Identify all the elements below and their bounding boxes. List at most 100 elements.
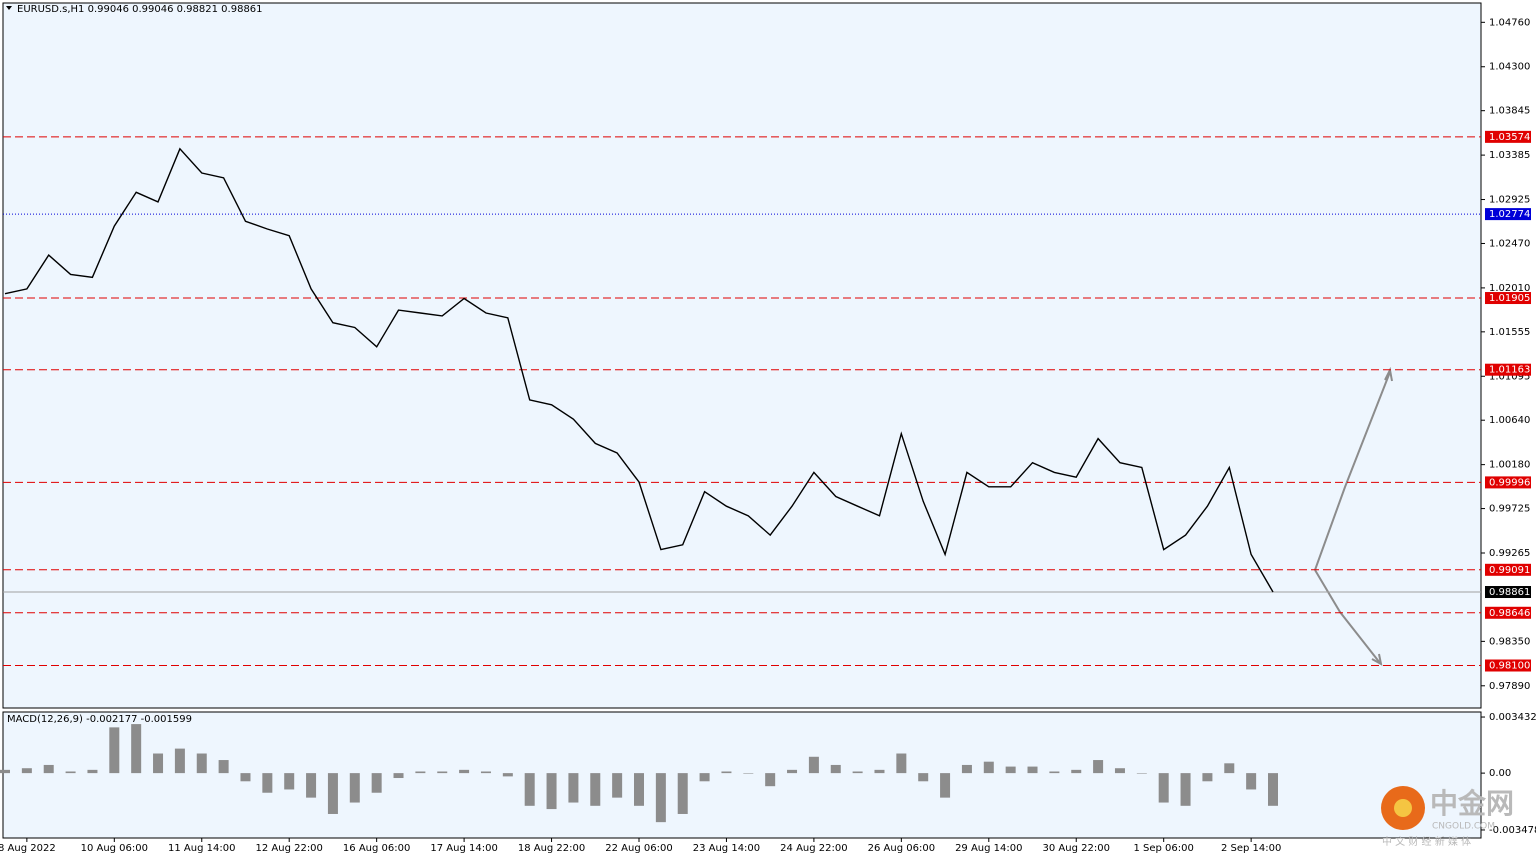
macd-bar bbox=[677, 773, 688, 814]
macd-bar bbox=[896, 753, 907, 774]
macd-title: MACD(12,26,9) -0.002177 -0.001599 bbox=[7, 714, 192, 725]
macd-bar bbox=[1202, 773, 1213, 782]
macd-bar bbox=[852, 771, 863, 774]
macd-bar bbox=[1268, 773, 1278, 806]
macd-bar bbox=[983, 761, 994, 774]
slogan: 中 文 财 经 新 媒 体 bbox=[1382, 835, 1471, 848]
level-label-bg bbox=[1485, 586, 1531, 599]
macd-bar bbox=[0, 769, 10, 774]
menu-triangle bbox=[6, 6, 12, 10]
macd-bar bbox=[743, 773, 754, 774]
y-tick-label: 1.02925 bbox=[1489, 195, 1530, 206]
y-tick-label: 1.04760 bbox=[1489, 17, 1530, 28]
macd-bar bbox=[1093, 760, 1104, 774]
macd-bar bbox=[699, 773, 710, 782]
y-tick-label: 1.01555 bbox=[1489, 327, 1530, 338]
y-tick-label: 1.02470 bbox=[1489, 238, 1530, 249]
macd-bar bbox=[874, 769, 885, 774]
macd-bar bbox=[787, 769, 798, 774]
chart-title: EURUSD.s,H1 0.99046 0.99046 0.98821 0.98… bbox=[17, 4, 263, 15]
main-panel bbox=[2, 2, 1482, 709]
y-tick-label: 1.00640 bbox=[1489, 415, 1530, 426]
level-label-bg bbox=[1485, 208, 1531, 221]
macd-bar bbox=[1136, 773, 1147, 774]
macd-bar bbox=[1005, 766, 1016, 774]
y-tick-label: 0.003432 bbox=[1489, 712, 1536, 723]
macd-bar bbox=[1158, 773, 1169, 803]
macd-bar bbox=[437, 771, 448, 774]
macd-bar bbox=[87, 769, 98, 774]
level-label: 1.02774 bbox=[1489, 209, 1530, 220]
macd-bar bbox=[349, 773, 360, 803]
macd-bar bbox=[306, 773, 317, 798]
macd-bar bbox=[371, 773, 382, 793]
macd-bar bbox=[918, 773, 929, 782]
macd-bar bbox=[1071, 769, 1082, 774]
level-label-bg bbox=[1485, 659, 1531, 672]
macd-bar bbox=[174, 748, 185, 774]
macd-bar bbox=[612, 773, 623, 798]
arrow-down bbox=[1314, 569, 1381, 664]
macd-bar bbox=[568, 773, 579, 803]
macd-bar bbox=[393, 773, 404, 779]
arrow-up bbox=[1314, 371, 1391, 571]
macd-panel bbox=[2, 711, 1482, 839]
level-label: 1.03574 bbox=[1489, 132, 1530, 143]
level-label-bg bbox=[1485, 563, 1531, 576]
level-label: 0.98861 bbox=[1489, 587, 1530, 598]
macd-bar bbox=[43, 764, 54, 774]
y-tick-label: 0.97890 bbox=[1489, 681, 1530, 692]
macd-bar bbox=[153, 753, 164, 774]
level-label: 0.98100 bbox=[1489, 661, 1530, 672]
y-tick-label: 0.99725 bbox=[1489, 504, 1530, 515]
macd-bar bbox=[1114, 768, 1125, 774]
macd-bar bbox=[634, 773, 644, 806]
x-tick-label: 11 Aug 14:00 bbox=[168, 843, 235, 854]
x-tick-label: 8 Aug 2022 bbox=[0, 843, 56, 854]
macd-bar bbox=[590, 773, 601, 806]
macd-bar bbox=[1246, 773, 1257, 790]
y-tick-label: 1.00180 bbox=[1489, 460, 1530, 471]
macd-bar bbox=[262, 773, 273, 793]
level-label: 1.01905 bbox=[1489, 293, 1530, 304]
price-line bbox=[4, 147, 1274, 593]
x-tick-label: 16 Aug 06:00 bbox=[343, 843, 410, 854]
y-tick-label: 0.99265 bbox=[1489, 548, 1530, 559]
macd-bar bbox=[1027, 766, 1038, 774]
level-label-bg bbox=[1485, 363, 1531, 376]
level-label-bg bbox=[1485, 130, 1531, 143]
macd-bar bbox=[655, 773, 666, 823]
macd-bar bbox=[284, 773, 295, 790]
macd-bar bbox=[21, 768, 32, 774]
level-label: 0.99996 bbox=[1489, 477, 1530, 488]
macd-bar bbox=[808, 756, 819, 774]
x-tick-label: 24 Aug 22:00 bbox=[780, 843, 847, 854]
x-tick-label: 12 Aug 22:00 bbox=[255, 843, 322, 854]
macd-bar bbox=[721, 771, 732, 774]
y-tick-label: 1.02010 bbox=[1489, 283, 1530, 294]
x-tick-label: 18 Aug 22:00 bbox=[518, 843, 585, 854]
level-label: 0.99091 bbox=[1489, 565, 1530, 576]
y-tick-label: 0.00 bbox=[1489, 768, 1511, 779]
brand: 中金网 bbox=[1430, 787, 1514, 820]
macd-bar bbox=[218, 760, 229, 774]
x-tick-label: 1 Sep 06:00 bbox=[1133, 843, 1193, 854]
macd-bar bbox=[240, 773, 251, 782]
y-tick-label: 1.03385 bbox=[1489, 150, 1530, 161]
macd-bar bbox=[196, 753, 207, 774]
level-label-bg bbox=[1485, 476, 1531, 489]
x-tick-label: 29 Aug 14:00 bbox=[955, 843, 1022, 854]
macd-bar bbox=[109, 727, 120, 774]
y-tick-label: 0.98350 bbox=[1489, 636, 1530, 647]
level-label-bg bbox=[1485, 292, 1531, 305]
site: CNGOLD.COM bbox=[1432, 822, 1495, 832]
macd-bar bbox=[765, 773, 776, 787]
x-tick-label: 10 Aug 06:00 bbox=[81, 843, 148, 854]
watermark: 中金网 CNGOLD.COM 中 文 财 经 新 媒 体 bbox=[1381, 786, 1514, 848]
macd-bar bbox=[524, 773, 535, 806]
x-tick-label: 23 Aug 14:00 bbox=[693, 843, 760, 854]
y-tick-label: 1.03845 bbox=[1489, 106, 1530, 117]
level-label: 1.01163 bbox=[1489, 365, 1530, 376]
